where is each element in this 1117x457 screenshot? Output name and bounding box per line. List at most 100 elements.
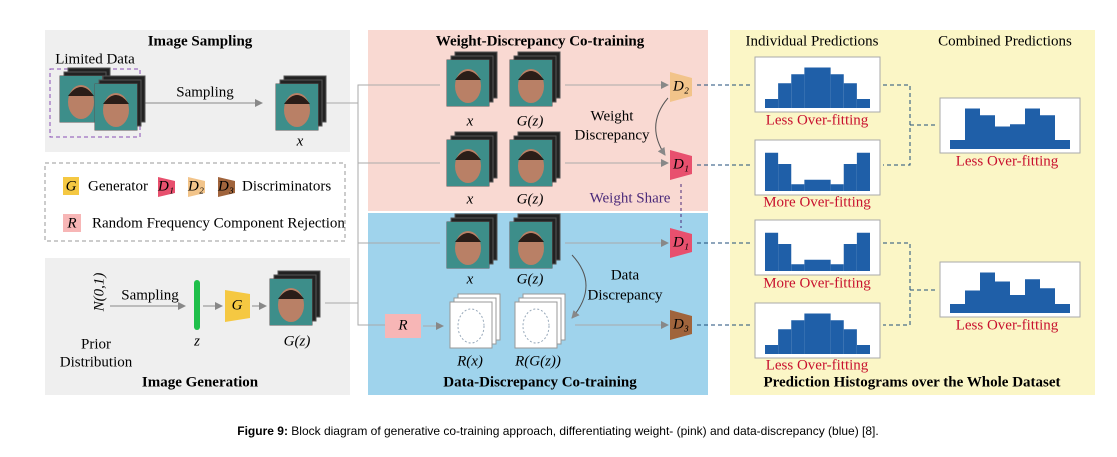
hist-bar (778, 164, 792, 191)
hist-bar (804, 67, 818, 108)
label: R (397, 317, 407, 333)
hist-bar (843, 83, 857, 108)
hist-bar (817, 67, 831, 108)
hist-bar (765, 152, 779, 191)
face-sketch (522, 308, 550, 344)
hist-bar (995, 281, 1010, 313)
legend-symbol: D₁ (157, 178, 174, 194)
label: x (466, 113, 474, 129)
generator (225, 290, 250, 322)
label: Distribution (60, 354, 133, 370)
panel-title: Prediction Histograms over the Whole Dat… (763, 374, 1060, 390)
hair (518, 151, 544, 160)
hist-bar (804, 179, 818, 191)
hair (518, 233, 544, 242)
panel-title: Weight-Discrepancy Co-training (436, 33, 645, 49)
hist-bar (778, 329, 792, 354)
label: x (466, 271, 474, 287)
caption-text: Block diagram of generative co-training … (291, 424, 878, 438)
hist-bar (1040, 288, 1055, 313)
hist-label: Less Over-fitting (956, 317, 1059, 333)
label: D₂ (672, 78, 689, 94)
hist-bar (830, 184, 844, 191)
caption-label: Figure 9: (237, 424, 288, 438)
label: Weight (591, 108, 635, 124)
hist-bar (950, 140, 965, 149)
legend-icon (218, 177, 235, 197)
legend-symbol: D₃ (217, 178, 234, 194)
hist-bar (830, 74, 844, 108)
label: Discrepancy (575, 127, 650, 143)
hist-bar (830, 264, 844, 271)
label: z (193, 333, 200, 349)
label: Limited Data (55, 51, 135, 67)
hist-bar (980, 115, 995, 149)
hist-bar (804, 259, 818, 271)
panel-title: Image Generation (142, 374, 259, 390)
label: D₁ (672, 234, 689, 250)
label: Prior (81, 336, 111, 352)
connector (325, 84, 440, 326)
hist-bar (843, 329, 857, 354)
discriminator (670, 310, 692, 340)
label: Sampling (176, 84, 234, 100)
label: Data (611, 267, 640, 283)
caption: Figure 9: Block diagram of generative co… (237, 424, 878, 438)
legend-symbol: D₂ (187, 178, 204, 194)
hist-bar (980, 272, 995, 313)
hist-bar (995, 126, 1010, 149)
hair (278, 290, 304, 299)
hist-bar (1055, 304, 1070, 313)
rejection (385, 314, 421, 338)
hist-bar (1040, 115, 1055, 149)
label: R(G(z)) (514, 353, 561, 369)
label: Weight Share (590, 190, 671, 206)
hist-bar (843, 244, 857, 271)
panel-title: Image Sampling (148, 33, 253, 49)
label: G(z) (517, 271, 544, 287)
hair (68, 87, 94, 96)
dashed-flow (697, 84, 935, 326)
hist-bar (817, 179, 831, 191)
hist-bar (965, 108, 980, 149)
label: D₁ (672, 156, 689, 172)
label: G(z) (517, 191, 544, 207)
hist-bar (1055, 140, 1070, 149)
hist-bar (1010, 124, 1025, 149)
face-sketch (457, 308, 485, 344)
legend-symbol: R (66, 215, 76, 231)
hist-bar (856, 152, 870, 191)
panel-title: Data-Discrepancy Co-training (443, 374, 637, 390)
hist-label: Less Over-fitting (766, 112, 869, 128)
discriminator (670, 228, 692, 258)
label: D₃ (672, 316, 689, 332)
hair (518, 71, 544, 80)
hist-bar (1025, 108, 1040, 149)
hist-bar (817, 259, 831, 271)
hist-bar (778, 244, 792, 271)
hist-bar (765, 345, 779, 354)
discriminator (670, 150, 692, 180)
hist-bar (856, 232, 870, 271)
hist-bar (791, 264, 805, 271)
hist-bar (791, 74, 805, 108)
hist-label: Less Over-fitting (956, 153, 1059, 169)
label: Discrepancy (588, 287, 663, 303)
hist-label: More Over-fitting (763, 194, 871, 210)
hist-label: More Over-fitting (763, 275, 871, 291)
label: G(z) (517, 113, 544, 129)
label: G(z) (284, 333, 311, 349)
hist-bar (843, 164, 857, 191)
arrow (655, 97, 669, 156)
hist-bar (817, 313, 831, 354)
legend-icon (63, 214, 81, 232)
hist-bar (791, 184, 805, 191)
hist-bar (778, 83, 792, 108)
legend-symbol: G (66, 178, 77, 194)
hist-bar (856, 345, 870, 354)
image-frame (514, 301, 558, 349)
label: x (466, 191, 474, 207)
legend-icon (158, 177, 175, 197)
hist-bar (1010, 295, 1025, 313)
